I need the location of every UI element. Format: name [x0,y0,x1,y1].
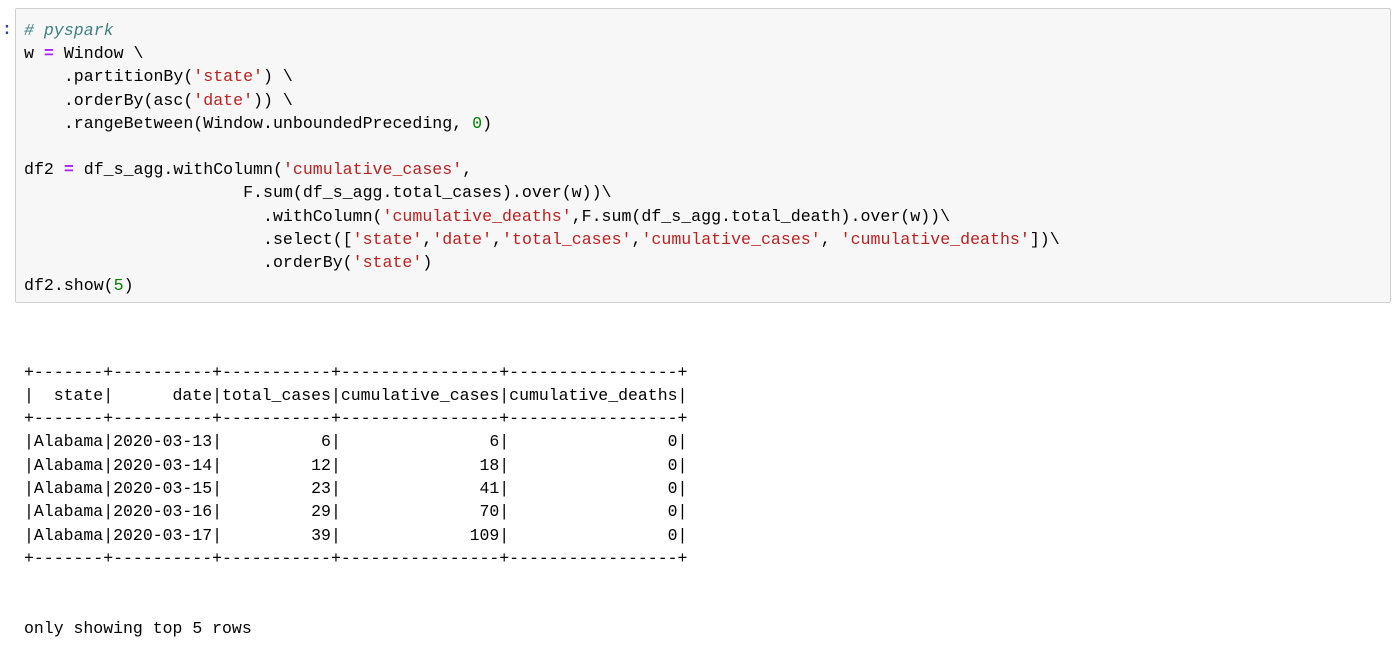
code-text: ])\ [1029,229,1060,249]
code-text: df2 [24,160,64,180]
code-text: .rangeBetween(Window.unboundedPreceding, [24,113,473,133]
table-row: |Alabama|2020-03-16| 29| 70| 0| [24,502,688,522]
code-string: 'date' [193,90,254,110]
code-string: 'total_cases' [502,229,632,249]
output-footer: only showing top 5 rows [24,618,252,638]
code-number: 0 [472,113,483,133]
code-cell[interactable]: # pyspark w = Window \ .partitionBy('stat… [15,8,1391,303]
code-string: 'state' [352,229,423,249]
code-text: , [492,229,503,249]
code-text: df_s_agg.withColumn( [73,160,283,180]
code-string: 'state' [193,67,264,87]
cell-output: +-------+----------+-----------+--------… [24,314,687,663]
code-text: , [422,229,433,249]
code-string: 'cumulative_cases' [282,160,463,180]
code-text: , [820,229,841,249]
code-string: 'date' [432,229,493,249]
code-text: w [24,44,44,64]
code-text: F.sum(df_s_agg.total_cases).over(w))\ [24,183,612,203]
code-operator: = [63,160,74,180]
table-header: | state| date|total_cases|cumulative_cas… [24,385,688,405]
code-text: .withColumn( [24,206,383,226]
code-text: .select([ [24,229,353,249]
table-border: +-------+----------+-----------+--------… [24,548,688,568]
code-line: df2 = df_s_agg.withColumn('cumulative_ca… [24,158,1060,181]
code-line [24,135,1060,158]
code-string: 'cumulative_deaths' [840,229,1030,249]
table-row: |Alabama|2020-03-15| 23| 41| 0| [24,479,688,499]
code-text: , [462,160,473,180]
table-border: +-------+----------+-----------+--------… [24,362,688,382]
code-text: .orderBy( [24,252,353,272]
code-text: ) [123,276,134,296]
code-text: .orderBy(asc( [24,90,194,110]
code-text: ,F.sum(df_s_agg.total_death).over(w))\ [571,206,951,226]
code-comment: # pyspark [24,21,114,40]
code-line: w = Window \ [24,42,1060,65]
code-line: .select(['state','date','total_cases','c… [24,228,1060,251]
code-line: df2.show(5) [24,274,1060,297]
code-text: , [631,229,642,249]
code-line: .orderBy('state') [24,251,1060,274]
code-text: df2.show( [24,276,114,296]
cell-prompt: : [2,20,12,39]
table-row: |Alabama|2020-03-17| 39| 109| 0| [24,525,688,545]
code-text: .partitionBy( [24,67,194,87]
code-line: .rangeBetween(Window.unboundedPreceding,… [24,112,1060,135]
code-text: ) [482,113,493,133]
code-text: ) \ [263,67,293,87]
code-string: 'cumulative_cases' [641,229,821,249]
code-line: .partitionBy('state') \ [24,65,1060,88]
table-border: +-------+----------+-----------+--------… [24,409,688,429]
code-text: Window \ [53,44,144,64]
code-text: )) \ [253,90,293,110]
output-table: +-------+----------+-----------+--------… [24,361,687,571]
code-number: 5 [113,276,124,296]
code-line: .orderBy(asc('date')) \ [24,89,1060,112]
code-string: 'cumulative_deaths' [382,206,572,226]
code-line: F.sum(df_s_agg.total_cases).over(w))\ [24,181,1060,204]
table-row: |Alabama|2020-03-13| 6| 6| 0| [24,432,688,452]
code-string: 'state' [352,252,423,272]
code-editor[interactable]: # pyspark w = Window \ .partitionBy('stat… [24,19,1060,297]
code-text: ) [422,252,433,272]
code-line: # pyspark [24,19,1060,42]
table-row: |Alabama|2020-03-14| 12| 18| 0| [24,455,688,475]
code-operator: = [43,44,54,64]
code-line: .withColumn('cumulative_deaths',F.sum(df… [24,205,1060,228]
